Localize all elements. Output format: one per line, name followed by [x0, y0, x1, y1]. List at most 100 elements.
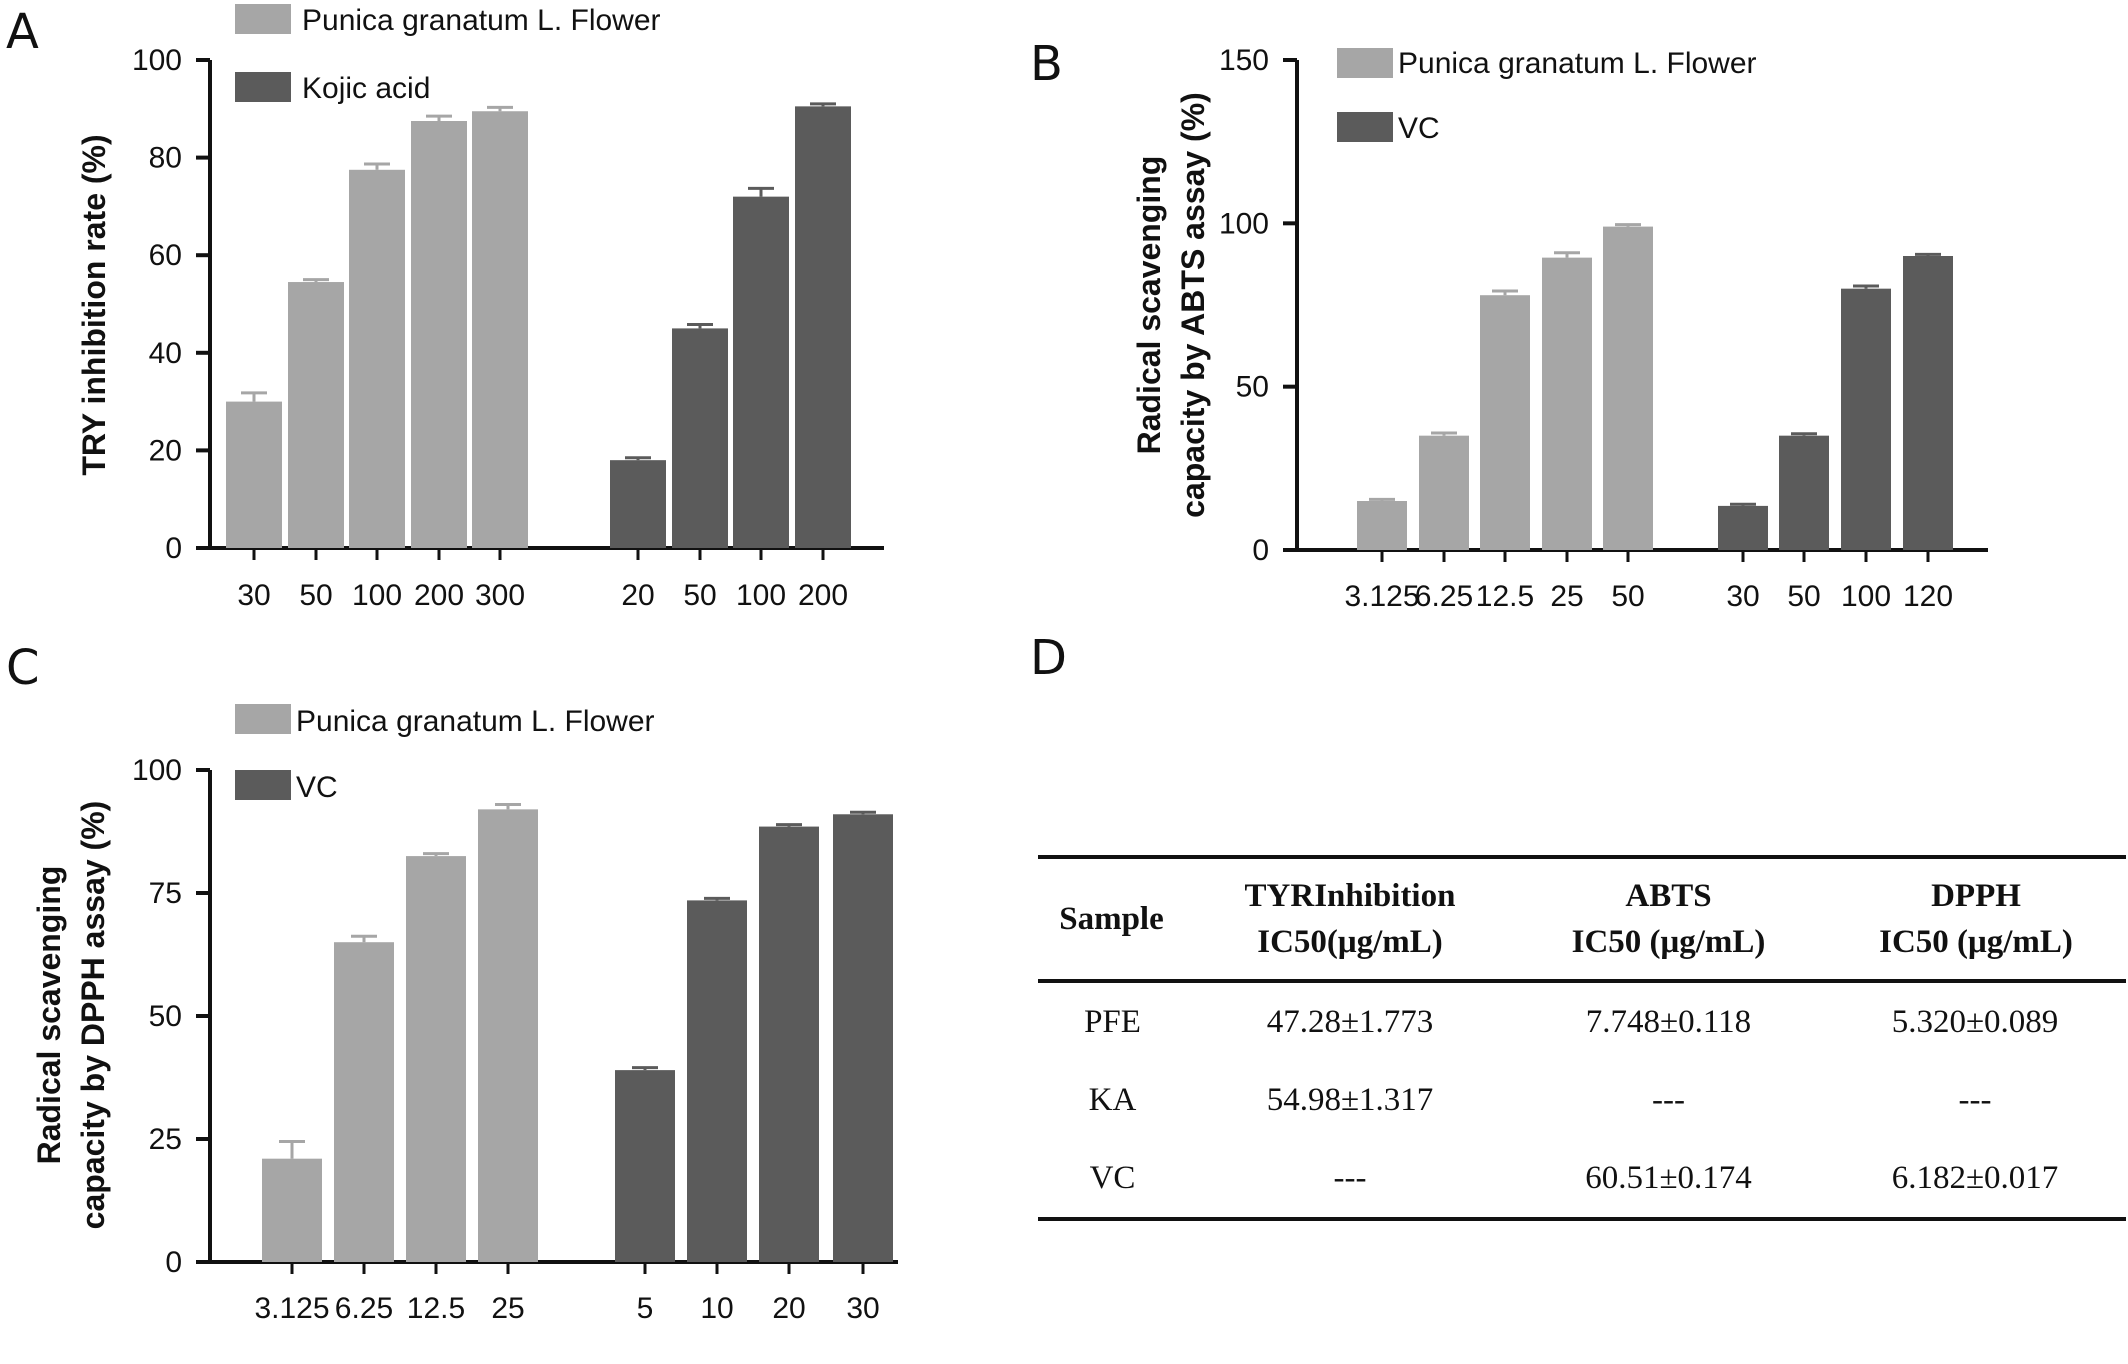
chart-a-y-axis-title: TRY inhibition rate (%) [76, 134, 112, 475]
chart-c-x-tick-label: 25 [491, 1292, 524, 1325]
chart-b-bar [1357, 501, 1407, 550]
table-row: PFE 47.28±1.773 7.748±0.118 5.320±0.089 [1038, 981, 2126, 1061]
table-header-row: Sample TYRInhibition IC50(μg/mL) ABTS IC50… [1038, 855, 2126, 983]
chart-b-x-tick-label: 50 [1611, 580, 1644, 613]
panel-label-b: B [1030, 36, 1063, 92]
chart-b-x-tick-label: 50 [1787, 580, 1820, 613]
chart-c-bar [334, 942, 394, 1262]
chart-a-y-tick-label: 40 [149, 337, 182, 370]
chart-a-bar [672, 328, 728, 548]
chart-c-legend-swatch [235, 770, 291, 800]
chart-a-bar [288, 282, 344, 548]
table-cell: --- [1652, 1081, 1685, 1118]
chart-b-y-axis-title: Radical scavenging capacity by ABTS assay… [1131, 92, 1211, 518]
chart-a-x-tick-label: 100 [736, 579, 786, 612]
chart-a-legend-label: Kojic acid [302, 72, 430, 105]
header-text: IC50 (μg/mL) [1571, 924, 1766, 960]
chart-b-bar [1480, 295, 1530, 550]
chart-b-bar [1718, 505, 1768, 550]
header-dpph: DPPH IC50 (μg/mL) [1822, 855, 2126, 983]
chart-a-bar [472, 111, 528, 549]
y-axis-title-line: Radical scavenging [31, 866, 67, 1165]
chart-b-legend-swatch [1337, 48, 1393, 78]
table-cell: 60.51±0.174 [1513, 1139, 1824, 1221]
header-text: DPPH [1931, 878, 2021, 914]
chart-a-y-tick-label: 0 [165, 532, 182, 565]
chart-a-x-tick-label: 50 [299, 579, 332, 612]
chart-b-y-tick-label: 100 [1219, 207, 1269, 240]
chart-b-y-tick-label: 0 [1252, 534, 1269, 567]
chart-a-bar [610, 460, 666, 548]
chart-a-y-tick-label: 20 [149, 434, 182, 467]
chart-c-y-tick-label: 50 [149, 1000, 182, 1033]
table-cell: 47.28±1.773 [1266, 1003, 1434, 1040]
chart-c-x-tick-label: 3.125 [254, 1292, 329, 1325]
chart-c-y-tick-label: 25 [149, 1123, 182, 1156]
header-sample: Sample [1038, 855, 1187, 983]
header-text: ABTS [1625, 878, 1712, 914]
panel-label-a: A [6, 4, 39, 60]
chart-b-bar [1419, 435, 1469, 550]
chart-b-bar [1779, 435, 1829, 550]
table-cell: VC [1038, 1139, 1187, 1221]
chart-c-legend-label: Punica granatum L. Flower [296, 705, 655, 738]
table-cell: PFE [1084, 1003, 1141, 1040]
header-abts: ABTS IC50 (μg/mL) [1511, 855, 1824, 983]
table-cell: --- [1187, 1139, 1513, 1221]
chart-b-bar [1903, 256, 1953, 550]
panel-label-d: D [1030, 630, 1067, 686]
chart-c-y-axis-title: Radical scavenging capacity by DPPH assay… [31, 801, 111, 1230]
header-text: IC50(μg/mL) [1257, 924, 1443, 960]
table-cell: --- [1958, 1081, 1992, 1118]
ic50-table: Sample TYRInhibition IC50(μg/mL) ABTS IC50… [1038, 855, 2126, 1221]
chart-c-x-tick-label: 30 [846, 1292, 879, 1325]
chart-b-y-tick-label: 50 [1236, 371, 1269, 404]
chart-c-bar [406, 856, 466, 1262]
chart-b-x-tick-label: 12.5 [1476, 580, 1534, 613]
chart-a-x-tick-label: 100 [352, 579, 402, 612]
chart-c-bar [262, 1158, 322, 1262]
table-cell: 5.320±0.089 [1891, 1003, 2059, 1040]
chart-a-bar [411, 121, 467, 548]
chart-c-legend-label: VC [296, 771, 338, 804]
chart-b-bar [1603, 226, 1653, 550]
chart-a-legend-label: Punica granatum L. Flower [302, 4, 661, 37]
chart-a-legend-swatch [235, 4, 291, 34]
chart-c-y-tick-label: 75 [149, 877, 182, 910]
panel-label-c: C [6, 640, 40, 696]
chart-c-y-tick-label: 100 [132, 754, 182, 787]
table-cell: 7.748±0.118 [1585, 1003, 1752, 1040]
table-cell: KA [1088, 1081, 1137, 1118]
chart-a-x-tick-label: 20 [621, 579, 654, 612]
chart-a-x-tick-label: 200 [414, 579, 464, 612]
table-row: KA 54.98±1.317 --- --- [1038, 1061, 2126, 1139]
chart-a-y-tick-label: 60 [149, 239, 182, 272]
chart-c-bar [615, 1070, 675, 1262]
header-text: IC50 (μg/mL) [1879, 924, 2073, 960]
chart-a-x-tick-label: 50 [683, 579, 716, 612]
chart-c-bar [687, 900, 747, 1262]
chart-b-x-tick-label: 6.25 [1415, 580, 1473, 613]
chart-b-x-tick-label: 30 [1726, 580, 1759, 613]
chart-a-bar [733, 196, 789, 548]
header-text: TYRInhibition [1244, 878, 1456, 914]
chart-c-x-tick-label: 5 [637, 1292, 654, 1325]
chart-a-bar [226, 401, 282, 548]
chart-a-legend-swatch [235, 72, 291, 102]
chart-c-bar [833, 814, 893, 1262]
chart-b-x-tick-label: 100 [1841, 580, 1891, 613]
chart-a-x-tick-label: 300 [475, 579, 525, 612]
chart-a-y-tick-label: 100 [132, 44, 182, 77]
chart-c-x-tick-label: 20 [772, 1292, 805, 1325]
chart-b-legend-swatch [1337, 112, 1393, 142]
chart-b-x-tick-label: 120 [1903, 580, 1953, 613]
chart-c-x-tick-label: 10 [700, 1292, 733, 1325]
chart-a-x-tick-label: 30 [237, 579, 270, 612]
chart-a-y-tick-label: 80 [149, 142, 182, 175]
header-tyr: TYRInhibition IC50(μg/mL) [1185, 855, 1513, 983]
table-row: VC --- 60.51±0.174 6.182±0.017 [1038, 1139, 2126, 1221]
chart-a-bar [795, 106, 851, 549]
chart-c-x-tick-label: 12.5 [407, 1292, 465, 1325]
chart-c-bar [478, 809, 538, 1262]
